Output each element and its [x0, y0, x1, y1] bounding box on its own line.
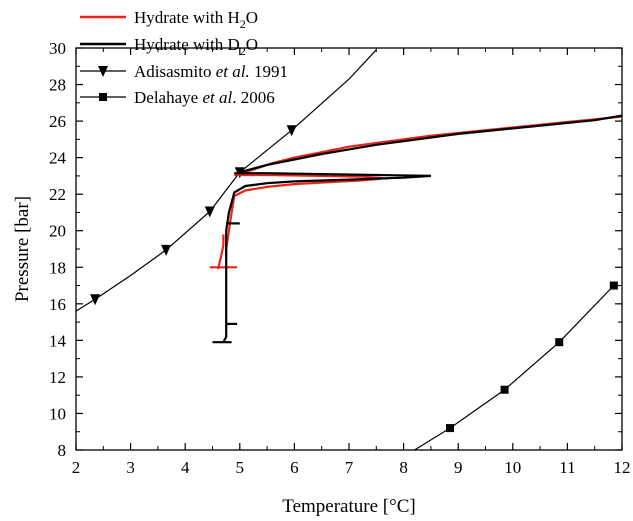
- x-tick-label: 8: [399, 458, 408, 477]
- series-3-point: [555, 338, 564, 347]
- y-tick-label: 16: [49, 295, 66, 314]
- series-0-line: [225, 177, 382, 259]
- legend-marker: [98, 66, 108, 77]
- x-tick-label: 6: [290, 458, 299, 477]
- y-tick-label: 28: [49, 76, 66, 95]
- series-2-point: [286, 125, 297, 137]
- x-axis-title: Temperature [°C]: [282, 496, 415, 517]
- y-tick-label: 22: [49, 185, 66, 204]
- series-1-line: [234, 172, 431, 177]
- y-tick-label: 12: [49, 368, 66, 387]
- legend: Hydrate with H2O Hydrate with D2O Adisasmi…: [80, 8, 288, 107]
- axes: 2 3 4 5 6 7 8 9 10 11 12 8 10 12 14 16 18 20 22 24 26 28 30: [49, 39, 631, 477]
- legend-label: Hydrate with H2O: [134, 8, 258, 31]
- y-tick-label: 24: [49, 149, 67, 168]
- x-tick-label: 4: [181, 458, 190, 477]
- legend-marker: [99, 93, 107, 101]
- y-tick-label: 10: [49, 404, 66, 423]
- legend-label: Adisasmito et al. 1991: [134, 62, 288, 81]
- x-tick-label: 11: [559, 458, 575, 477]
- series-0-line: [234, 173, 388, 180]
- x-tick-label: 7: [345, 458, 354, 477]
- legend-label: Delahaye et al. 2006: [134, 88, 275, 107]
- series-3-point: [446, 424, 455, 433]
- y-axis-title: Pressure [bar]: [12, 196, 33, 302]
- x-tick-label: 2: [72, 458, 81, 477]
- series-2-point: [161, 244, 172, 256]
- x-tick-label: 5: [236, 458, 245, 477]
- x-tick-label: 10: [504, 458, 521, 477]
- x-tick-label: 9: [454, 458, 463, 477]
- series-3-point: [609, 281, 618, 290]
- series-2-point: [90, 294, 101, 306]
- series-3-line: [414, 285, 615, 450]
- series-0-line: [216, 234, 225, 270]
- legend-label: Hydrate with D2O: [134, 35, 258, 58]
- plot-frame: [75, 47, 623, 451]
- y-tick-label: 20: [49, 222, 66, 241]
- y-tick-label: 8: [58, 441, 67, 460]
- series-3-point: [500, 385, 509, 394]
- y-tick-label: 14: [49, 331, 67, 350]
- x-tick-label: 3: [126, 458, 135, 477]
- y-tick-label: 30: [49, 39, 66, 58]
- series-1-line: [239, 114, 622, 174]
- y-tick-label: 18: [49, 258, 66, 277]
- series-layer: [76, 49, 622, 450]
- series-2-point: [204, 206, 215, 218]
- x-tick-label: 12: [614, 458, 631, 477]
- series-1-line: [222, 174, 431, 343]
- y-tick-label: 26: [49, 112, 66, 131]
